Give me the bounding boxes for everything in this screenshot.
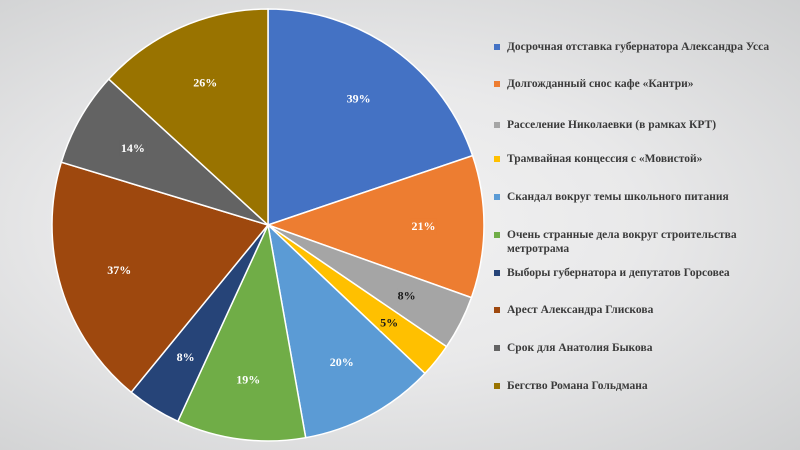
legend-label: Очень странные дела вокруг строительства… xyxy=(507,229,737,255)
legend-swatch xyxy=(494,232,500,238)
data-label-bg xyxy=(410,218,437,235)
legend-label: Досрочная отставка губернатора Александр… xyxy=(507,41,770,53)
legend-item: Скандал вокруг темы школьного питания xyxy=(494,190,784,204)
pie-slice xyxy=(107,8,269,227)
legend-label: Срок для Анатолия Быкова xyxy=(507,342,653,354)
legend-label: Выборы губернатора и депутатов Горсовеа xyxy=(507,267,730,279)
pie-slice xyxy=(176,222,307,442)
legend-swatch xyxy=(494,44,500,50)
data-label: 39% xyxy=(347,92,371,106)
data-label-bg xyxy=(345,90,372,107)
legend-swatch xyxy=(494,307,500,313)
data-label: 21% xyxy=(412,219,436,233)
pie-slice xyxy=(266,222,427,439)
legend-item: Расселение Николаевки (в рамках КРТ) xyxy=(494,118,784,132)
legend-swatch xyxy=(494,270,500,276)
data-label-bg xyxy=(176,348,196,365)
data-label: 37% xyxy=(107,263,131,277)
data-label-bg xyxy=(235,371,262,388)
data-label-bg xyxy=(328,353,355,370)
data-label: 26% xyxy=(193,76,217,90)
legend-item: Арест Александра Глискова xyxy=(494,303,784,317)
legend-swatch xyxy=(494,81,500,87)
legend-label: Трамвайная концессия с «Мовистой» xyxy=(507,153,703,165)
legend-item: Бегство Романа Гольдмана xyxy=(494,379,784,393)
pie-slice xyxy=(51,161,270,394)
legend-item: Очень странные дела вокруг строительства… xyxy=(494,228,784,256)
legend-label: Бегство Романа Гольдмана xyxy=(507,380,648,392)
data-label: 20% xyxy=(330,355,354,369)
legend-item: Долгожданный снос кафе «Кантри» xyxy=(494,77,784,91)
legend-swatch xyxy=(494,122,500,128)
legend-swatch xyxy=(494,156,500,162)
data-label: 8% xyxy=(398,289,416,303)
legend-label: Скандал вокруг темы школьного питания xyxy=(507,191,729,203)
data-label-bg xyxy=(379,314,399,331)
legend-swatch xyxy=(494,383,500,389)
pie-slice xyxy=(265,154,485,299)
legend-label: Долгожданный снос кафе «Кантри» xyxy=(507,78,694,90)
legend-swatch xyxy=(494,194,500,200)
data-label-bg xyxy=(397,287,417,304)
data-label: 5% xyxy=(380,316,398,330)
data-label: 19% xyxy=(236,372,260,386)
pie-slice xyxy=(267,8,474,227)
legend-item: Срок для Анатолия Быкова xyxy=(494,341,784,355)
data-label-bg xyxy=(105,262,133,279)
legend-swatch xyxy=(494,345,500,351)
data-label-bg xyxy=(119,140,147,156)
legend-item: Выборы губернатора и депутатов Горсовеа xyxy=(494,266,784,280)
legend-label: Арест Александра Глискова xyxy=(507,304,654,316)
legend-item: Досрочная отставка губернатора Александр… xyxy=(494,40,784,54)
data-label: 14% xyxy=(121,141,145,155)
legend-label: Расселение Николаевки (в рамках КРТ) xyxy=(507,119,717,131)
data-label-bg xyxy=(192,74,219,91)
legend-item: Трамвайная концессия с «Мовистой» xyxy=(494,152,784,166)
data-label: 8% xyxy=(177,350,195,364)
